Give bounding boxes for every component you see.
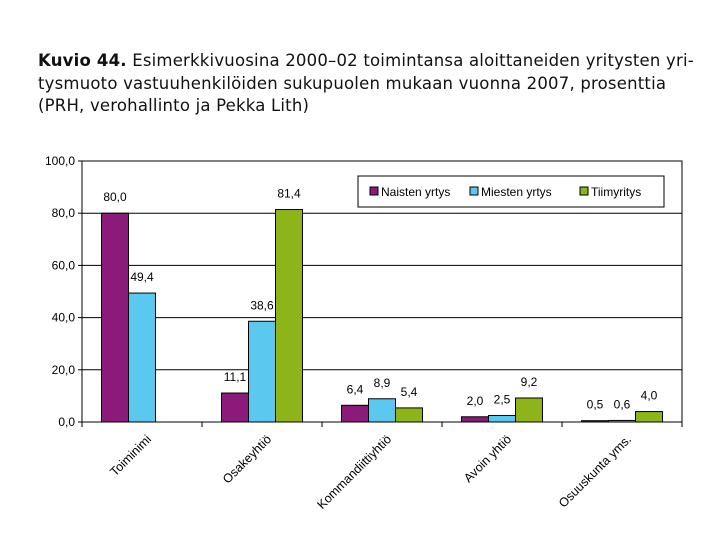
legend-box: [357, 175, 665, 208]
bar: [461, 416, 489, 423]
data-label: 38,6: [250, 298, 274, 312]
figure-caption-text: Esimerkkivuosina 2000–02 toimintansa alo…: [38, 51, 694, 115]
x-tick-label: Toiminimi: [107, 432, 154, 479]
bar: [515, 397, 543, 423]
data-label: 8,9: [374, 376, 391, 390]
bar: [101, 212, 129, 423]
figure-number: Kuvio 44.: [38, 51, 127, 70]
data-label: 2,0: [467, 394, 484, 408]
y-tick-label: 60,0: [52, 258, 76, 272]
figure-caption: Kuvio 44. Esimerkkivuosina 2000–02 toimi…: [38, 50, 698, 118]
bar: [635, 411, 663, 423]
bar: [275, 209, 303, 423]
y-tick-label: 40,0: [52, 311, 76, 325]
y-tick-label: 20,0: [52, 363, 76, 377]
data-label: 11,1: [224, 370, 247, 384]
data-label: 49,4: [130, 270, 154, 284]
bar: [221, 392, 249, 423]
bar: [581, 420, 609, 423]
y-tick-label: 0,0: [58, 415, 75, 429]
legend-label: Tiimyritys: [591, 185, 641, 199]
bar: [341, 404, 369, 423]
legend-swatch: [369, 186, 379, 196]
data-label: 4,0: [641, 389, 658, 403]
y-tick-label: 80,0: [52, 206, 76, 220]
data-label: 81,4: [277, 187, 301, 201]
data-label: 0,6: [614, 397, 631, 411]
y-tick-label: 100,0: [45, 154, 75, 168]
data-label: 9,2: [521, 375, 538, 389]
legend-label: Miesten yrtys: [481, 185, 552, 199]
data-label: 5,4: [401, 385, 418, 399]
bar: [368, 398, 396, 423]
bar: [395, 407, 423, 423]
data-label: 6,4: [347, 382, 364, 396]
legend-label: Naisten yrtys: [381, 185, 450, 199]
data-label: 2,5: [494, 392, 511, 406]
x-tick-label: Avoin yhtiö: [461, 432, 514, 485]
x-tick-label: Kommandiittiyhtiö: [314, 432, 394, 512]
x-tick-label: Osuuskunta yms.: [556, 432, 634, 510]
bar: [488, 414, 516, 423]
x-tick-label: Osakeyhtiö: [220, 432, 274, 486]
bar: [128, 292, 156, 423]
data-label: 0,5: [587, 398, 604, 412]
data-label: 80,0: [103, 190, 127, 204]
legend-swatch: [469, 186, 479, 196]
bar: [608, 419, 636, 423]
bar: [248, 320, 276, 423]
legend-swatch: [579, 186, 589, 196]
